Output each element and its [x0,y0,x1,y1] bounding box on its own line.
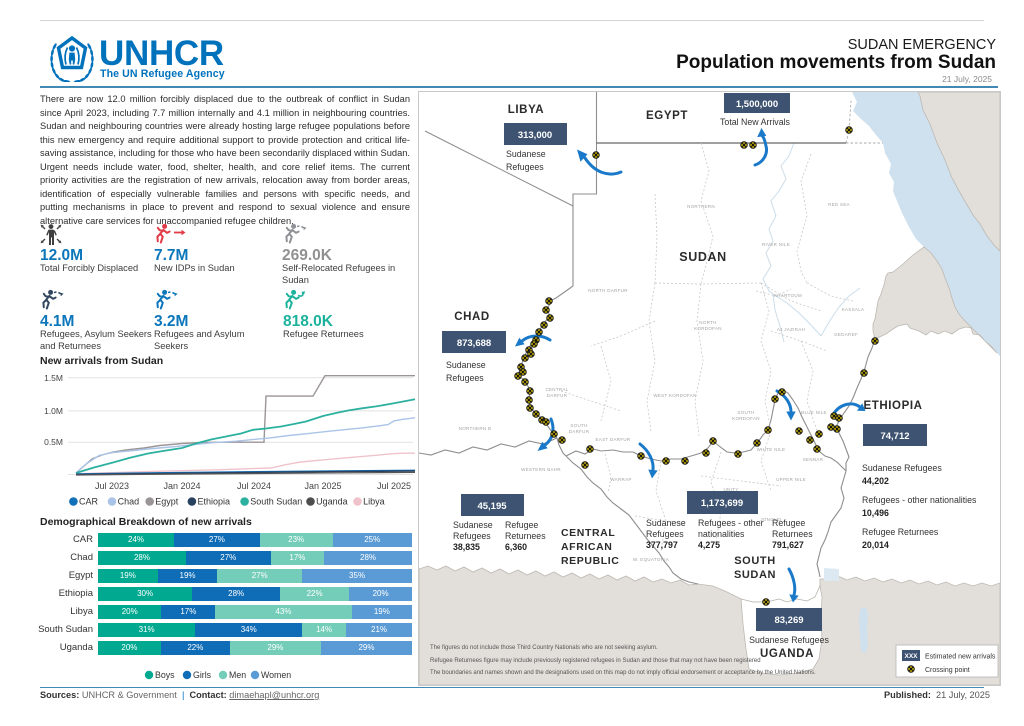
svg-text:Sudanese Refugees: Sudanese Refugees [749,635,829,645]
svg-text:Sudanese: Sudanese [646,518,686,528]
svg-text:W. EQUATORIA: W. EQUATORIA [633,557,669,562]
svg-text:Sudanese: Sudanese [446,360,486,370]
svg-text:Estimated new arrivals: Estimated new arrivals [925,654,996,661]
svg-text:GEDAREF: GEDAREF [834,332,858,337]
svg-text:44,202: 44,202 [862,476,889,486]
svg-text:SUDAN: SUDAN [734,569,776,581]
svg-text:Refugees - other nationalities: Refugees - other nationalities [862,495,977,505]
svg-text:313,000: 313,000 [518,130,552,141]
svg-text:791,627: 791,627 [772,540,804,550]
svg-text:RED SEA: RED SEA [828,202,850,207]
svg-text:UPPER NILE: UPPER NILE [776,477,806,482]
svg-text:The figures do not include tho: The figures do not include those Third C… [430,645,658,651]
svg-text:Returnees: Returnees [772,529,813,539]
svg-text:EGYPT: EGYPT [646,110,688,122]
svg-text:South Sudan: South Sudan [250,497,302,507]
svg-text:1,500,000: 1,500,000 [736,99,778,110]
svg-text:Jan 2024: Jan 2024 [163,481,200,491]
svg-text:377,797: 377,797 [646,540,678,550]
svg-text:83,269: 83,269 [774,615,803,626]
svg-text:Uganda: Uganda [316,497,348,507]
svg-text:74,712: 74,712 [880,431,909,442]
svg-text:nationalities: nationalities [698,529,745,539]
svg-text:Jan 2025: Jan 2025 [304,481,341,491]
svg-text:SENNAR: SENNAR [803,457,824,462]
svg-text:1.0M: 1.0M [44,406,63,416]
svg-text:873,688: 873,688 [457,338,491,349]
svg-text:XXX: XXX [904,653,918,660]
svg-text:45,195: 45,195 [477,501,507,512]
svg-text:BLUE NILE: BLUE NILE [801,410,827,415]
svg-text:EAST DARFUR: EAST DARFUR [596,437,631,442]
svg-text:Ethiopia: Ethiopia [198,497,231,507]
svg-text:Egypt: Egypt [155,497,179,507]
svg-text:Refugees: Refugees [646,529,684,539]
svg-text:REPUBLIC: REPUBLIC [561,555,619,567]
svg-text:LIBYA: LIBYA [508,104,544,116]
svg-text:Chad: Chad [118,497,140,507]
svg-text:UNITY: UNITY [724,487,739,492]
svg-text:6,360: 6,360 [505,542,527,552]
svg-text:Women: Women [261,670,291,680]
svg-text:20,014: 20,014 [862,540,889,550]
svg-text:Girls: Girls [193,670,212,680]
svg-text:NORTHERN B: NORTHERN B [459,426,492,431]
svg-text:Sudanese: Sudanese [453,520,493,530]
svg-text:0.5M: 0.5M [44,437,63,447]
svg-text:WARRAP: WARRAP [610,477,631,482]
svg-text:Refugees: Refugees [506,162,544,172]
svg-text:KASSALA: KASSALA [842,307,865,312]
svg-text:WHITE NILE: WHITE NILE [757,447,786,452]
svg-text:10,496: 10,496 [862,508,889,518]
svg-text:38,835: 38,835 [453,542,480,552]
svg-text:NORTHERN: NORTHERN [687,204,715,209]
svg-text:Jul 2023: Jul 2023 [95,481,129,491]
svg-text:CHAD: CHAD [454,311,490,323]
svg-text:Crossing point: Crossing point [925,667,970,674]
svg-text:Sudanese Refugees: Sudanese Refugees [862,463,942,473]
svg-text:CENTRAL: CENTRAL [561,527,615,539]
svg-text:Jul 2024: Jul 2024 [237,481,271,491]
svg-text:SUDAN: SUDAN [679,250,726,264]
svg-text:Boys: Boys [155,670,175,680]
svg-text:Returnees: Returnees [505,531,546,541]
svg-text:Jul 2025: Jul 2025 [377,481,411,491]
svg-text:1.5M: 1.5M [44,373,63,383]
svg-text:JONGLEI: JONGLEI [760,517,781,522]
svg-text:SOUTH: SOUTH [734,555,776,567]
svg-text:Refugee: Refugee [772,518,805,528]
svg-text:AJ JAZIRAH: AJ JAZIRAH [777,327,805,332]
svg-text:Refugee Returnees: Refugee Returnees [862,527,939,537]
svg-text:Libya: Libya [363,497,385,507]
svg-text:WEST KORDOFAN: WEST KORDOFAN [653,393,696,398]
svg-text:NORTH DARFUR: NORTH DARFUR [588,288,628,293]
svg-text:Refugees - other: Refugees - other [698,518,764,528]
svg-text:ETHIOPIA: ETHIOPIA [863,400,922,412]
svg-text:AFRICAN: AFRICAN [561,541,612,553]
svg-text:1,173,699: 1,173,699 [701,498,743,509]
svg-text:4,275: 4,275 [698,540,720,550]
svg-text:Refugees: Refugees [453,531,491,541]
svg-text:KHARTOUM: KHARTOUM [774,293,802,298]
svg-text:Total New Arrivals: Total New Arrivals [720,117,791,127]
svg-text:The boundaries and names shown: The boundaries and names shown and the d… [430,670,816,676]
svg-text:Refugee Returnees figure may i: Refugee Returnees figure may include pre… [430,658,761,664]
svg-text:Sudanese: Sudanese [506,149,546,159]
svg-text:CAR: CAR [79,497,99,507]
svg-text:RIVER NILE: RIVER NILE [762,242,790,247]
svg-text:Men: Men [229,670,246,680]
svg-text:UGANDA: UGANDA [760,648,814,660]
svg-text:WESTERN BAHR: WESTERN BAHR [521,467,561,472]
svg-text:Refugees: Refugees [446,373,484,383]
svg-text:Refugee: Refugee [505,520,538,530]
